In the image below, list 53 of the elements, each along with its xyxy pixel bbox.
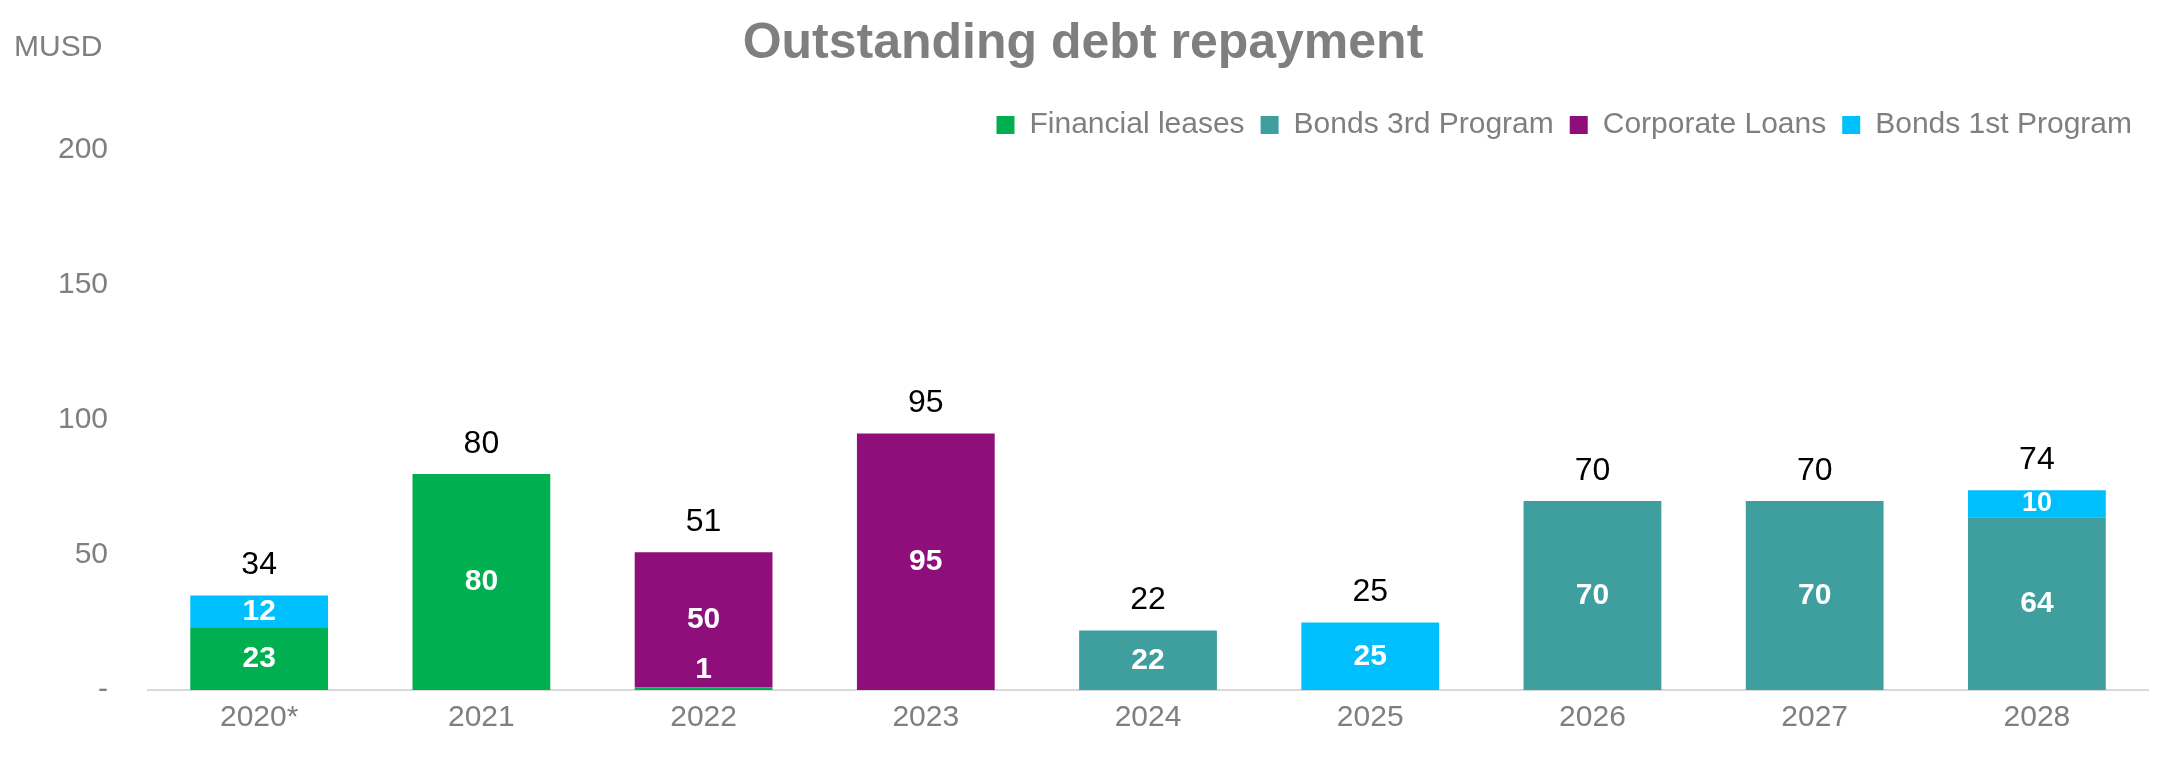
bar [634,687,773,690]
total-label: 95 [908,383,944,420]
bar [412,474,551,690]
data-label: 80 [464,563,499,597]
y-tick-label: 150 [57,266,109,300]
data-label: 25 [1353,637,1387,671]
bar [1301,622,1440,690]
total-label: 34 [241,545,277,582]
total-label: 22 [1130,580,1166,617]
total-label: 70 [1796,450,1833,487]
x-tick-label: 2026 [1559,699,1626,733]
y-tick-label: 50 [74,536,109,570]
x-tick-label: 2024 [1114,699,1182,733]
data-label: 1 [695,650,712,684]
total-label: 51 [685,502,722,539]
data-label: 23 [242,640,276,674]
bar [634,552,773,688]
x-tick-label: 2023 [892,699,960,733]
bar [1968,517,2106,690]
data-label: 70 [1575,576,1610,610]
data-label: 95 [909,543,943,577]
x-tick-label: 2020* [219,699,299,733]
x-tick-label: 2021 [448,699,515,733]
total-label: 80 [463,423,500,460]
bar [856,433,995,690]
total-label: 25 [1352,572,1389,609]
bar [1968,490,2106,518]
total-label: 70 [1574,450,1611,487]
y-tick-label: 100 [57,401,109,435]
data-label: 22 [1131,641,1165,675]
bar [190,627,329,690]
x-tick-label: 2025 [1336,699,1404,733]
data-label: 12 [242,592,276,626]
bar [190,595,329,628]
x-tick-label: 2028 [2003,699,2071,733]
y-tick-label: - [98,671,109,705]
data-label: 70 [1797,576,1832,610]
bar [1745,501,1884,690]
data-label: 50 [686,601,721,635]
data-label: 10 [2021,487,2052,518]
total-label: 74 [2019,440,2055,477]
bar [1079,630,1217,690]
chart-title: Outstanding debt repayment [742,12,1424,69]
x-tick-label: 2027 [1781,699,1849,733]
legend-label: Financial leases [1029,106,1245,140]
legend-label: Bonds 1st Program [1875,106,2133,140]
bar [1523,501,1662,690]
data-label: 64 [2020,584,2054,618]
legend-label: Corporate Loans [1602,106,1827,140]
y-axis-title: MUSD [14,29,103,63]
x-tick-label: 2022 [670,699,737,733]
y-tick-label: 200 [57,131,109,165]
legend-label: Bonds 3rd Program [1293,106,1554,140]
